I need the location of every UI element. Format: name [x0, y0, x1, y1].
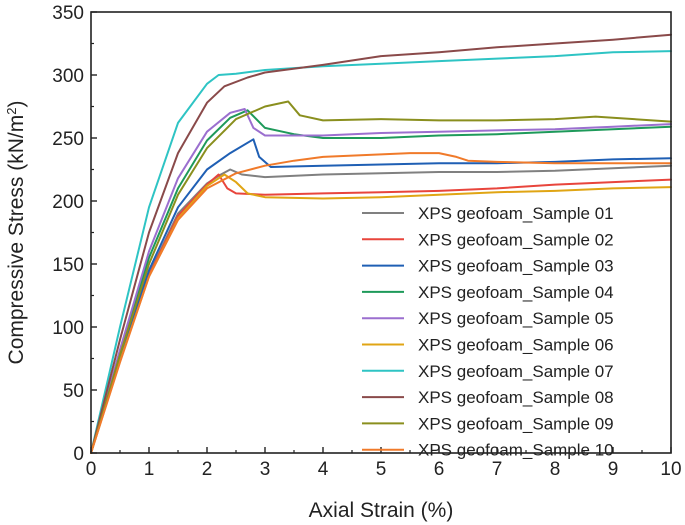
legend-label: XPS geofoam_Sample 02: [418, 230, 614, 249]
series-line-sample-09: [90, 100, 672, 454]
y-tick-label: 0: [73, 444, 84, 465]
x-tick-label: 4: [318, 459, 329, 480]
legend: XPS geofoam_Sample 01 XPS geofoam_Sample …: [362, 204, 614, 460]
x-axis-title: Axial Strain (%): [309, 499, 454, 522]
legend-label: XPS geofoam_Sample 09: [418, 414, 614, 433]
y-axis-title-main: Compressive Stress (kN/m: [5, 115, 28, 365]
y-tick-label: 250: [52, 129, 84, 150]
x-tick-label: 0: [86, 459, 97, 480]
y-tick-label: 300: [52, 66, 84, 87]
legend-label: XPS geofoam_Sample 05: [418, 309, 614, 328]
x-tick-label: 8: [550, 459, 561, 480]
y-tick-label: 100: [52, 318, 84, 339]
legend-label: XPS geofoam_Sample 07: [418, 362, 614, 381]
legend-label: XPS geofoam_Sample 03: [418, 257, 614, 276]
y-tick-label: 150: [52, 255, 84, 276]
series-line-sample-08: [90, 33, 672, 454]
x-tick-label: 5: [376, 459, 387, 480]
legend-label: XPS geofoam_Sample 01: [418, 204, 614, 223]
legend-label: XPS geofoam_Sample 08: [418, 388, 614, 407]
x-tick-label: 3: [260, 459, 271, 480]
legend-label: XPS geofoam_Sample 04: [418, 283, 614, 302]
x-tick-label: 1: [144, 459, 155, 480]
x-tick-label: 2: [202, 459, 213, 480]
x-tick-label: 7: [492, 459, 503, 480]
y-axis-title: Compressive Stress (kN/m2): [4, 101, 29, 365]
y-tick-label: 350: [52, 3, 84, 24]
x-tick-label: 9: [608, 459, 619, 480]
series-line-sample-04: [90, 109, 672, 454]
y-tick-label: 200: [52, 192, 84, 213]
legend-label: XPS geofoam_Sample 10: [418, 441, 614, 460]
legend-label: XPS geofoam_Sample 06: [418, 336, 614, 355]
x-tick-label: 10: [660, 459, 681, 480]
series-line-sample-07: [90, 50, 672, 454]
y-axis-title-superscript: 2: [4, 108, 19, 115]
series-line-sample-10: [90, 152, 672, 454]
y-tick-label: 50: [63, 381, 84, 402]
x-tick-label: 6: [434, 459, 445, 480]
y-axis-title-tail: ): [5, 101, 28, 108]
series-line-sample-05: [90, 108, 672, 454]
series-layer: [90, 33, 672, 454]
